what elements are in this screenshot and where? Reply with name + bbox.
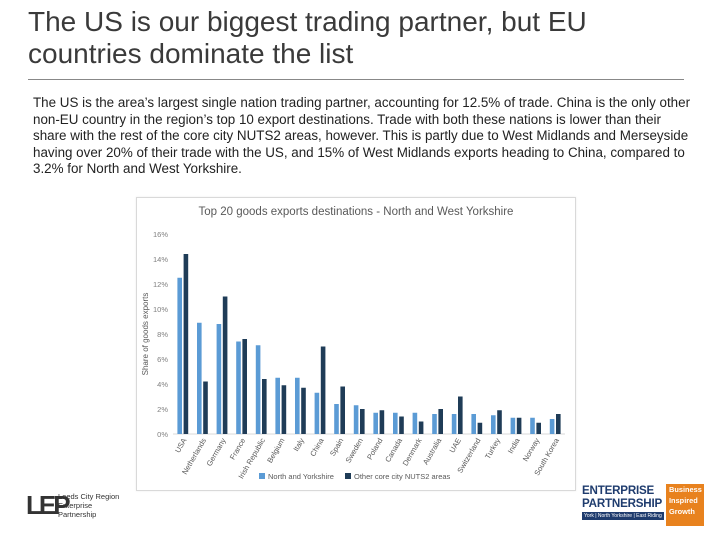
badge-line1: Business xyxy=(669,485,702,494)
enterprise-partnership-logo: ENTERPRISE PARTNERSHIP York | North York… xyxy=(582,484,704,526)
x-tick-label: Denmark xyxy=(401,436,424,467)
x-tick-label: Italy xyxy=(291,436,306,453)
x-tick-label: Sweden xyxy=(344,437,365,465)
bar-north-west-yorkshire xyxy=(177,277,182,434)
x-tick-label: India xyxy=(506,436,522,455)
bar-other-core-city xyxy=(340,386,345,434)
bar-other-core-city xyxy=(399,416,404,434)
legend-label: Other core city NUTS2 areas xyxy=(354,472,451,481)
bar-other-core-city xyxy=(418,421,424,434)
x-tick-label: Spain xyxy=(328,437,345,458)
ep-line2: PARTNERSHIP xyxy=(582,497,663,510)
y-axis-label: Share of goods exports xyxy=(141,293,150,376)
lep-logo-text: Leeds City Region Enterprise Partnership xyxy=(58,492,119,519)
bar-other-core-city xyxy=(379,410,385,434)
y-tick-label: 6% xyxy=(157,355,168,364)
leeds-lep-logo: LEP Leeds City Region Enterprise Partner… xyxy=(26,491,166,521)
y-tick-label: 16% xyxy=(153,230,168,239)
legend-label: North and Yorkshire xyxy=(268,472,334,481)
bar-other-core-city xyxy=(556,414,561,434)
legend-swatch xyxy=(345,473,351,479)
bar-north-west-yorkshire xyxy=(432,414,437,434)
bar-north-west-yorkshire xyxy=(197,322,202,434)
bar-other-core-city xyxy=(262,379,267,434)
chart-container: Top 20 goods exports destinations - Nort… xyxy=(136,197,576,491)
bar-other-core-city xyxy=(536,422,541,434)
bar-other-core-city xyxy=(320,346,326,434)
x-tick-label: Belgium xyxy=(265,437,286,465)
y-tick-label: 4% xyxy=(157,380,168,389)
x-tick-label: Poland xyxy=(365,437,384,462)
y-tick-label: 14% xyxy=(153,255,168,264)
bar-north-west-yorkshire xyxy=(373,412,378,434)
x-tick-label: France xyxy=(228,437,247,462)
lep-logo-line2: Enterprise xyxy=(58,501,93,510)
ep-strapline: York | North Yorkshire | East Riding xyxy=(582,512,664,520)
x-tick-label: Canada xyxy=(383,436,404,464)
bar-other-core-city xyxy=(516,417,522,434)
bar-north-west-yorkshire xyxy=(393,412,398,434)
bar-other-core-city xyxy=(281,385,287,434)
x-tick-label: UAE xyxy=(447,437,463,455)
body-paragraph: The US is the area’s largest single nati… xyxy=(33,95,691,177)
bar-other-core-city xyxy=(438,409,443,434)
y-tick-label: 2% xyxy=(157,405,168,414)
badge-line3: Growth xyxy=(669,507,695,516)
x-tick-label: Australia xyxy=(421,436,444,466)
bar-north-west-yorkshire xyxy=(275,377,280,434)
x-tick-label: China xyxy=(308,436,326,458)
business-growth-badge: Business Inspired Growth xyxy=(666,484,704,526)
bar-other-core-city xyxy=(222,296,228,434)
bar-other-core-city xyxy=(477,422,483,434)
bar-north-west-yorkshire xyxy=(451,414,457,434)
bar-other-core-city xyxy=(183,254,189,434)
chart-title: Top 20 goods exports destinations - Nort… xyxy=(199,206,514,218)
bar-north-west-yorkshire xyxy=(314,392,320,434)
bar-north-west-yorkshire xyxy=(255,345,261,434)
bar-north-west-yorkshire xyxy=(334,404,339,434)
x-tick-label: Norway xyxy=(521,436,542,463)
legend-swatch xyxy=(259,473,265,479)
bar-north-west-yorkshire xyxy=(491,415,496,434)
bar-north-west-yorkshire xyxy=(549,419,555,434)
y-tick-label: 10% xyxy=(153,305,168,314)
bar-north-west-yorkshire xyxy=(412,412,418,434)
bar-north-west-yorkshire xyxy=(216,324,222,434)
ep-wordmark: ENTERPRISE PARTNERSHIP York | North York… xyxy=(582,484,664,526)
lep-logo-line3: Partnership xyxy=(58,510,97,519)
lep-logo-mark: LEP xyxy=(26,490,71,520)
bar-north-west-yorkshire xyxy=(295,377,300,434)
x-tick-label: USA xyxy=(173,437,189,455)
bar-other-core-city xyxy=(458,396,463,434)
bar-other-core-city xyxy=(203,381,208,434)
bar-north-west-yorkshire xyxy=(471,414,476,434)
y-tick-label: 12% xyxy=(153,280,168,289)
bar-north-west-yorkshire xyxy=(236,341,241,434)
ep-line1: ENTERPRISE xyxy=(582,484,655,497)
lep-logo-line1: Leeds City Region xyxy=(58,492,120,501)
badge-line2: Inspired xyxy=(669,496,698,505)
bar-north-west-yorkshire xyxy=(510,417,516,434)
bar-chart: Top 20 goods exports destinations - Nort… xyxy=(141,206,565,481)
bar-other-core-city xyxy=(301,387,306,434)
slide-title: The US is our biggest trading partner, b… xyxy=(28,6,587,69)
bar-other-core-city xyxy=(360,409,365,434)
y-tick-label: 8% xyxy=(157,330,168,339)
bar-north-west-yorkshire xyxy=(530,417,535,434)
y-tick-label: 0% xyxy=(157,430,168,439)
bar-other-core-city xyxy=(242,339,247,434)
bar-north-west-yorkshire xyxy=(353,405,359,434)
title-divider xyxy=(28,79,684,80)
x-tick-label: Turkey xyxy=(483,436,502,460)
bar-other-core-city xyxy=(497,410,502,434)
